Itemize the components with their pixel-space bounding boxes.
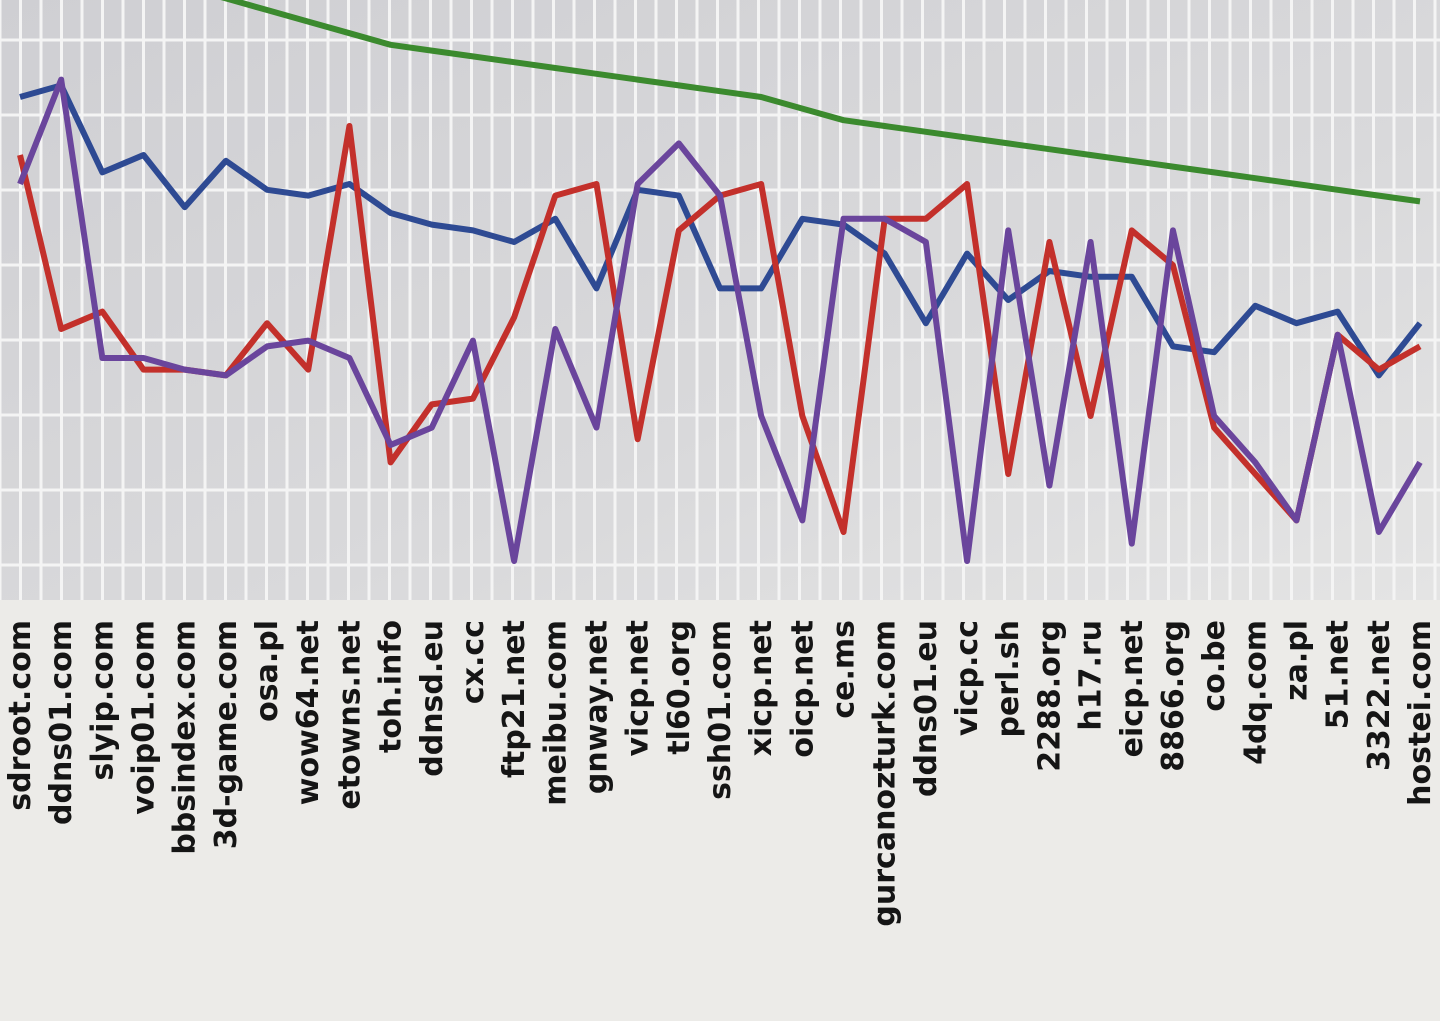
x-tick-label: bbsindex.com bbox=[168, 620, 203, 855]
series-line-0 bbox=[220, 0, 1421, 205]
x-tick-label: meibu.com bbox=[538, 620, 573, 806]
x-tick-label: perl.sh bbox=[991, 620, 1026, 738]
x-axis-labels: sdroot.com ddns01.com slyip.com voip01.com b… bbox=[3, 620, 1438, 927]
x-tick-label: sdroot.com bbox=[3, 620, 38, 811]
x-tick-label: hostei.com bbox=[1403, 620, 1438, 806]
x-tick-label: za.pl bbox=[1279, 620, 1314, 701]
x-tick-label: etowns.net bbox=[332, 620, 367, 810]
x-tick-label: oicp.net bbox=[785, 620, 820, 758]
x-tick-label: vicp.cc bbox=[950, 620, 985, 736]
x-tick-label: slyip.com bbox=[85, 620, 120, 781]
x-tick-label: 3d-game.com bbox=[209, 620, 244, 849]
x-tick-label: gurcanozturk.com bbox=[868, 620, 903, 927]
x-tick-label: xicp.net bbox=[744, 620, 779, 756]
x-tick-label: wow64.net bbox=[291, 620, 326, 805]
x-tick-label: ddns01.eu bbox=[909, 620, 944, 797]
series-group bbox=[17, 0, 1423, 564]
x-tick-label: eicp.net bbox=[1115, 620, 1150, 757]
x-tick-label: gnway.net bbox=[579, 620, 614, 794]
x-tick-label: ftp21.net bbox=[497, 620, 532, 778]
x-tick-label: ddnsd.eu bbox=[415, 620, 450, 777]
plot-area bbox=[0, 0, 1440, 600]
series-line-1 bbox=[19, 82, 1423, 379]
x-tick-label: ce.ms bbox=[827, 620, 862, 719]
x-tick-label: ssh01.com bbox=[703, 620, 738, 800]
x-tick-label: cx.cc bbox=[456, 620, 491, 704]
x-tick-label: osa.pl bbox=[250, 620, 285, 722]
x-tick-label: co.be bbox=[1197, 620, 1232, 712]
x-tick-label: ddns01.com bbox=[44, 620, 79, 825]
x-tick-label: voip01.com bbox=[127, 620, 162, 815]
x-tick-label: 2288.org bbox=[1032, 620, 1067, 772]
x-tick-label: tl60.org bbox=[662, 620, 697, 755]
x-tick-label: h17.ru bbox=[1074, 620, 1109, 731]
x-tick-label: 3322.net bbox=[1362, 620, 1397, 771]
x-tick-label: vicp.net bbox=[621, 620, 656, 757]
x-tick-label: toh.info bbox=[374, 620, 409, 753]
x-tick-label: 4dq.com bbox=[1238, 620, 1273, 765]
series-line-3 bbox=[17, 76, 1423, 564]
x-tick-label: 8866.org bbox=[1156, 620, 1191, 772]
x-tick-label: 51.net bbox=[1321, 620, 1356, 729]
